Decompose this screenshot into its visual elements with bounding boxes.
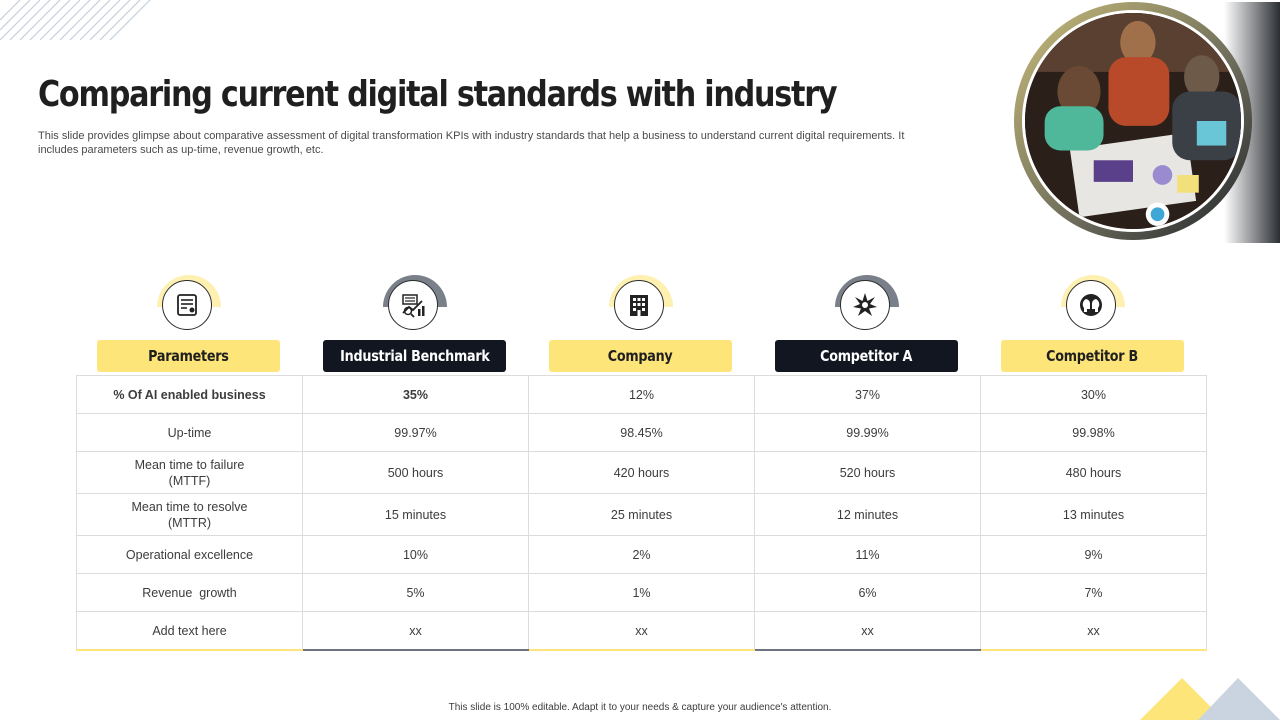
company-value: 98.45%	[528, 413, 755, 452]
table-row: Mean time to failure (MTTF) 500 hours 42…	[76, 451, 1207, 494]
building-icon	[614, 280, 664, 330]
table-row: Mean time to resolve (MTTR) 15 minutes 2…	[76, 493, 1207, 536]
table-row: Operational excellence 10% 2% 11% 9%	[76, 535, 1207, 574]
company-value: 12%	[528, 375, 755, 414]
triangle-decoration	[1140, 678, 1280, 720]
page-title: Comparing current digital standards with…	[38, 74, 838, 115]
column-header-parameters: Parameters	[97, 272, 280, 374]
company-value: 420 hours	[528, 451, 755, 494]
competitor-a-value: xx	[754, 611, 981, 651]
row-parameter: Revenue growth	[76, 573, 303, 612]
competitor-a-value: 99.99%	[754, 413, 981, 452]
benchmark-value: 500 hours	[302, 451, 529, 494]
two-heads-icon	[1066, 280, 1116, 330]
starburst-icon	[840, 280, 890, 330]
row-parameter-text: Mean time to failure (MTTF)	[134, 457, 245, 488]
company-value: 1%	[528, 573, 755, 612]
competitor-b-value: 9%	[980, 535, 1207, 574]
competitor-a-value: 520 hours	[754, 451, 981, 494]
diagonal-stripes-decoration	[0, 0, 151, 40]
competitor-b-value: xx	[980, 611, 1207, 651]
competitor-b-value: 480 hours	[980, 451, 1207, 494]
row-parameter-text: Mean time to resolve (MTTR)	[131, 499, 248, 530]
team-meeting-image	[1022, 10, 1244, 232]
column-header-competitor-a: Competitor A	[775, 272, 958, 374]
column-label-competitor-b: Competitor B	[1001, 340, 1184, 372]
footer-note: This slide is 100% editable. Adapt it to…	[448, 702, 832, 713]
competitor-a-value: 12 minutes	[754, 493, 981, 536]
company-value: 2%	[528, 535, 755, 574]
table-row: Revenue growth 5% 1% 6% 7%	[76, 573, 1207, 612]
column-header-company: Company	[549, 272, 732, 374]
competitor-a-value: 37%	[754, 375, 981, 414]
team-photo	[1014, 2, 1280, 243]
benchmark-value: 5%	[302, 573, 529, 612]
column-label-competitor-a: Competitor A	[775, 340, 958, 372]
column-label-parameters: Parameters	[97, 340, 280, 372]
settings-panel-icon	[162, 280, 212, 330]
row-parameter: Mean time to failure (MTTF)	[76, 451, 303, 494]
competitor-b-value: 99.98%	[980, 413, 1207, 452]
table-row: Add text here xx xx xx xx	[76, 611, 1207, 651]
benchmark-value: 99.97%	[302, 413, 529, 452]
competitor-a-value: 11%	[754, 535, 981, 574]
chart-analysis-icon	[388, 280, 438, 330]
competitor-a-value: 6%	[754, 573, 981, 612]
row-parameter: Add text here	[76, 611, 303, 651]
page-subtitle: This slide provides glimpse about compar…	[38, 130, 905, 156]
benchmark-value: 10%	[302, 535, 529, 574]
benchmark-value: 35%	[302, 375, 529, 414]
comparison-column-headers: Parameters Industrial Benchmark Company …	[0, 272, 1280, 374]
column-label-industrial-benchmark: Industrial Benchmark	[323, 340, 506, 372]
benchmark-value: xx	[302, 611, 529, 651]
row-parameter: % Of AI enabled business	[76, 375, 303, 414]
competitor-b-value: 7%	[980, 573, 1207, 612]
row-parameter: Operational excellence	[76, 535, 303, 574]
column-header-industrial-benchmark: Industrial Benchmark	[323, 272, 506, 374]
table-row: Up-time 99.97% 98.45% 99.99% 99.98%	[76, 413, 1207, 452]
column-label-company: Company	[549, 340, 732, 372]
company-value: xx	[528, 611, 755, 651]
benchmark-value: 15 minutes	[302, 493, 529, 536]
row-parameter: Up-time	[76, 413, 303, 452]
row-parameter: Mean time to resolve (MTTR)	[76, 493, 303, 536]
competitor-b-value: 13 minutes	[980, 493, 1207, 536]
competitor-b-value: 30%	[980, 375, 1207, 414]
kpi-comparison-table: % Of AI enabled business 35% 12% 37% 30%…	[76, 375, 1207, 651]
table-row: % Of AI enabled business 35% 12% 37% 30%	[76, 375, 1207, 414]
company-value: 25 minutes	[528, 493, 755, 536]
column-header-competitor-b: Competitor B	[1001, 272, 1184, 374]
